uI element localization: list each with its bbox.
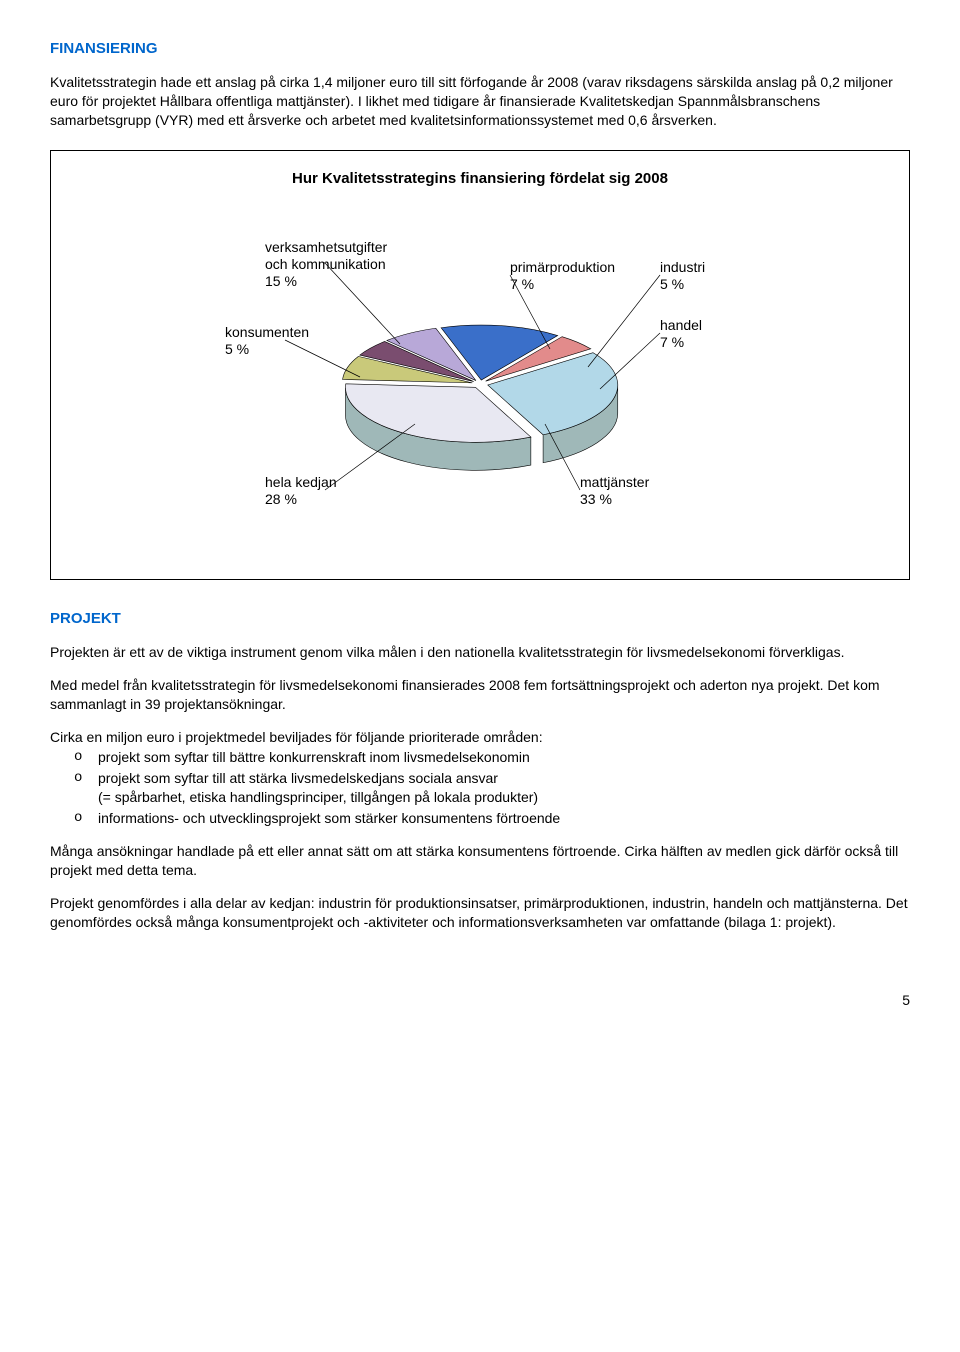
- paragraph-projekt-4: Projekt genomfördes i alla delar av kedj…: [50, 894, 910, 932]
- heading-finansiering: FINANSIERING: [50, 40, 910, 57]
- paragraph-projekt-2: Med medel från kvalitetsstrategin för li…: [50, 676, 910, 714]
- bullet-item: projekt som syftar till att stärka livsm…: [74, 769, 910, 807]
- chart-label-handel: handel7 %: [660, 317, 702, 351]
- heading-projekt: PROJEKT: [50, 610, 910, 627]
- chart-label-verksamhet: verksamhetsutgifteroch kommunikation15 %: [265, 239, 387, 289]
- chart-label-konsumenten: konsumenten5 %: [225, 324, 309, 358]
- chart-title: Hur Kvalitetsstrategins finansiering för…: [91, 169, 869, 189]
- chart-label-mattjanster: mattjänster33 %: [580, 474, 649, 508]
- paragraph-projekt-3: Många ansökningar handlade på ett eller …: [50, 842, 910, 880]
- chart-label-industri: industri5 %: [660, 259, 705, 293]
- pie-chart: verksamhetsutgifteroch kommunikation15 %…: [180, 249, 780, 529]
- chart-label-primar: primärproduktion7 %: [510, 259, 615, 293]
- chart-label-helakedjan: hela kedjan28 %: [265, 474, 337, 508]
- chart-container: Hur Kvalitetsstrategins finansiering för…: [50, 150, 910, 580]
- bullet-item: projekt som syftar till bättre konkurren…: [74, 748, 910, 767]
- bullet-list: projekt som syftar till bättre konkurren…: [50, 748, 910, 828]
- page-number: 5: [50, 992, 910, 1008]
- paragraph-intro: Kvalitetsstrategin hade ett anslag på ci…: [50, 73, 910, 130]
- bullets-intro: Cirka en miljon euro i projektmedel bevi…: [50, 728, 910, 747]
- bullet-item: informations- och utvecklingsprojekt som…: [74, 809, 910, 828]
- paragraph-projekt-1: Projekten är ett av de viktiga instrumen…: [50, 643, 910, 662]
